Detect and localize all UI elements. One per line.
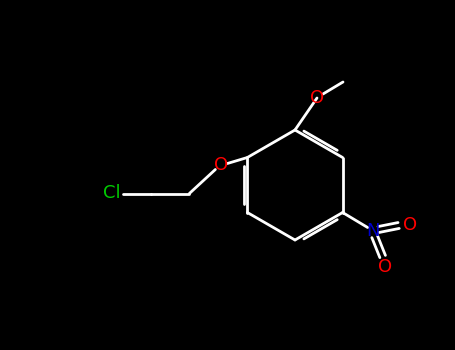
Text: O: O (214, 156, 228, 175)
Text: O: O (310, 89, 324, 107)
Text: N: N (366, 222, 379, 239)
Text: O: O (403, 216, 417, 233)
Text: Cl: Cl (102, 184, 120, 203)
Text: O: O (378, 259, 392, 276)
